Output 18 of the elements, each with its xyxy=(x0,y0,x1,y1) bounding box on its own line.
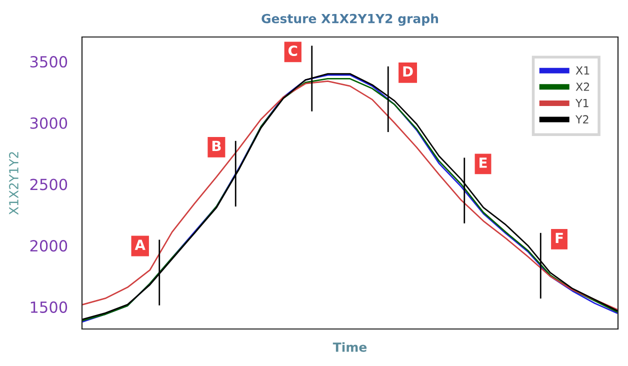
annotation: B xyxy=(212,140,221,151)
annotation: F xyxy=(556,232,563,243)
annotation: D xyxy=(403,66,413,76)
annotation: A xyxy=(134,240,146,250)
y-tick-label: 3000 xyxy=(30,117,68,129)
legend-label: Y2 xyxy=(575,115,588,124)
legend-label: X2 xyxy=(576,82,590,91)
annotation: C xyxy=(288,46,298,56)
annotation: E xyxy=(480,158,487,168)
y-tick-label: 2500 xyxy=(30,178,68,190)
legend-label: Y1 xyxy=(575,99,588,108)
legend-label: X1 xyxy=(576,66,590,74)
y-tick-label: 1500 xyxy=(30,301,68,313)
y-axis-title: X1X2Y1Y2 xyxy=(9,152,18,215)
y-tick-label: 2000 xyxy=(30,240,68,252)
x-axis-title: Time xyxy=(332,342,367,352)
chart-title: Gesture X1X2Y1Y2 graph xyxy=(262,14,438,26)
y-tick-label: 3500 xyxy=(30,56,68,68)
